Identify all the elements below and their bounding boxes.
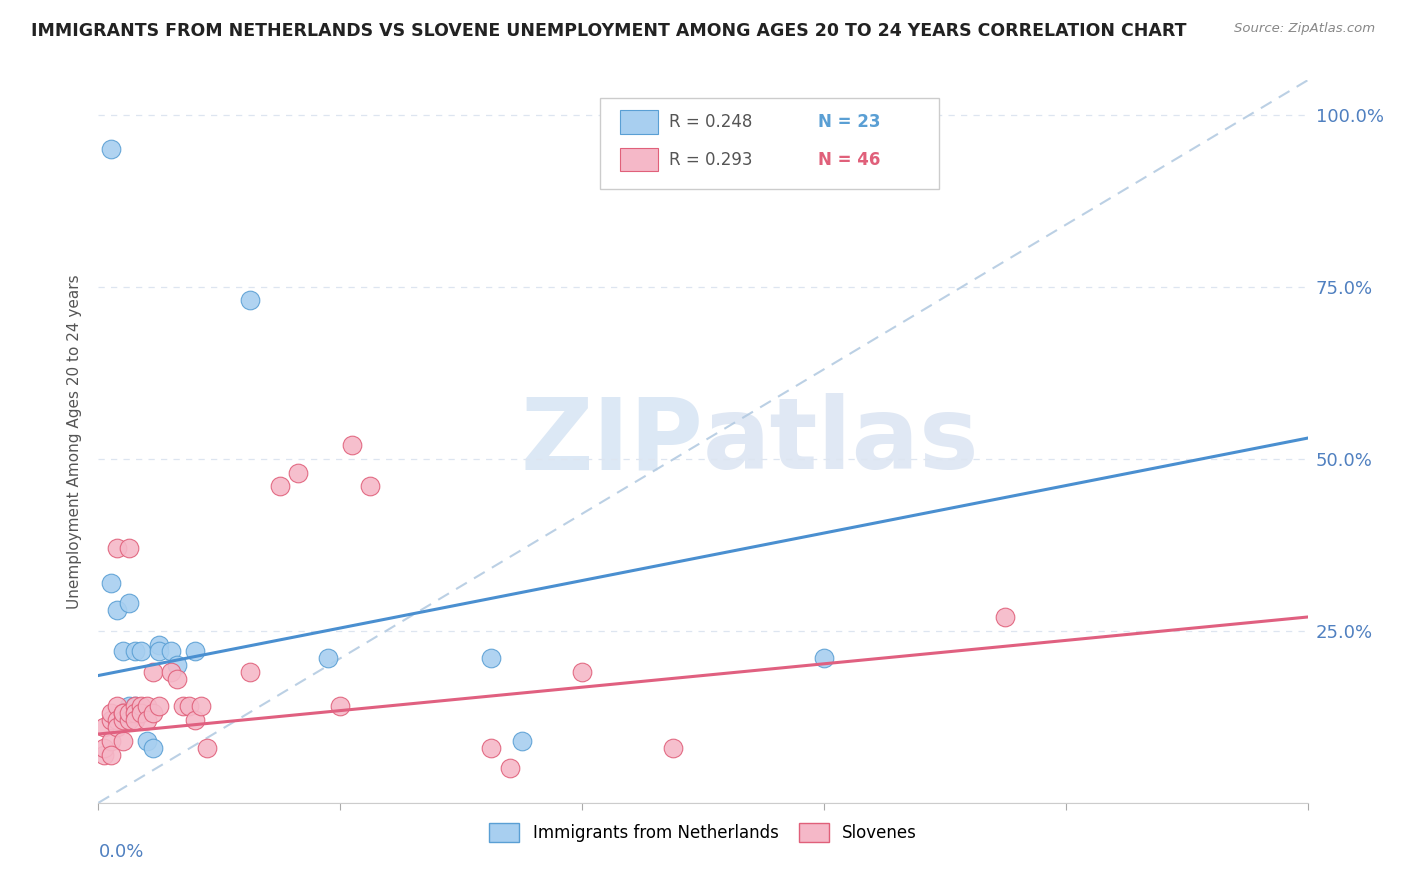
Point [129, 706, 152, 721]
Point [813, 651, 835, 665]
Point [184, 644, 207, 658]
Point [124, 713, 146, 727]
Point [118, 706, 141, 721]
Point [142, 665, 165, 679]
Text: Source: ZipAtlas.com: Source: ZipAtlas.com [1234, 22, 1375, 36]
Point [329, 699, 352, 714]
Point [93, 747, 115, 762]
Point [111, 644, 134, 658]
Point [239, 293, 262, 308]
Point [118, 706, 141, 721]
Point [118, 713, 141, 727]
Point [287, 466, 309, 480]
Point [135, 734, 157, 748]
Point [360, 479, 382, 493]
Point [481, 740, 503, 755]
Point [142, 740, 165, 755]
FancyBboxPatch shape [600, 98, 939, 189]
Point [105, 699, 128, 714]
Point [129, 644, 152, 658]
Point [148, 638, 170, 652]
Y-axis label: Unemployment Among Ages 20 to 24 years: Unemployment Among Ages 20 to 24 years [66, 274, 82, 609]
Point [179, 699, 201, 714]
Text: IMMIGRANTS FROM NETHERLANDS VS SLOVENE UNEMPLOYMENT AMONG AGES 20 TO 24 YEARS CO: IMMIGRANTS FROM NETHERLANDS VS SLOVENE U… [31, 22, 1187, 40]
Point [184, 713, 207, 727]
Point [498, 761, 520, 775]
Point [100, 142, 122, 156]
Point [135, 699, 157, 714]
Point [510, 734, 533, 748]
Point [166, 658, 188, 673]
Text: N = 23: N = 23 [818, 113, 880, 131]
Point [160, 644, 183, 658]
Text: ZIP: ZIP [520, 393, 703, 490]
FancyBboxPatch shape [620, 111, 658, 134]
Legend: Immigrants from Netherlands, Slovenes: Immigrants from Netherlands, Slovenes [482, 816, 924, 848]
Point [100, 706, 122, 721]
Point [172, 699, 194, 714]
Point [195, 740, 218, 755]
Point [661, 740, 683, 755]
Point [105, 713, 128, 727]
Point [124, 644, 146, 658]
Point [118, 699, 141, 714]
Point [571, 665, 593, 679]
Point [118, 541, 141, 556]
Point [190, 699, 212, 714]
Point [93, 740, 115, 755]
Point [160, 665, 183, 679]
Text: R = 0.293: R = 0.293 [669, 151, 752, 169]
Point [100, 734, 122, 748]
Point [135, 713, 157, 727]
Point [239, 665, 262, 679]
Point [994, 610, 1017, 624]
Point [105, 603, 128, 617]
Point [105, 541, 128, 556]
Text: atlas: atlas [703, 393, 980, 490]
Point [111, 706, 134, 721]
Point [111, 706, 134, 721]
Point [93, 720, 115, 734]
Point [481, 651, 503, 665]
Point [124, 706, 146, 721]
Text: N = 46: N = 46 [818, 151, 880, 169]
Point [342, 438, 364, 452]
Text: R = 0.248: R = 0.248 [669, 113, 752, 131]
FancyBboxPatch shape [620, 148, 658, 171]
Point [124, 699, 146, 714]
Point [269, 479, 291, 493]
Point [100, 713, 122, 727]
Text: 0.0%: 0.0% [98, 843, 143, 861]
Point [166, 672, 188, 686]
Point [111, 713, 134, 727]
Point [124, 699, 146, 714]
Point [111, 706, 134, 721]
Point [316, 651, 339, 665]
Point [129, 699, 152, 714]
Point [111, 734, 134, 748]
Point [105, 720, 128, 734]
Point [100, 747, 122, 762]
Point [148, 644, 170, 658]
Point [100, 575, 122, 590]
Point [148, 699, 170, 714]
Point [142, 706, 165, 721]
Point [118, 596, 141, 610]
